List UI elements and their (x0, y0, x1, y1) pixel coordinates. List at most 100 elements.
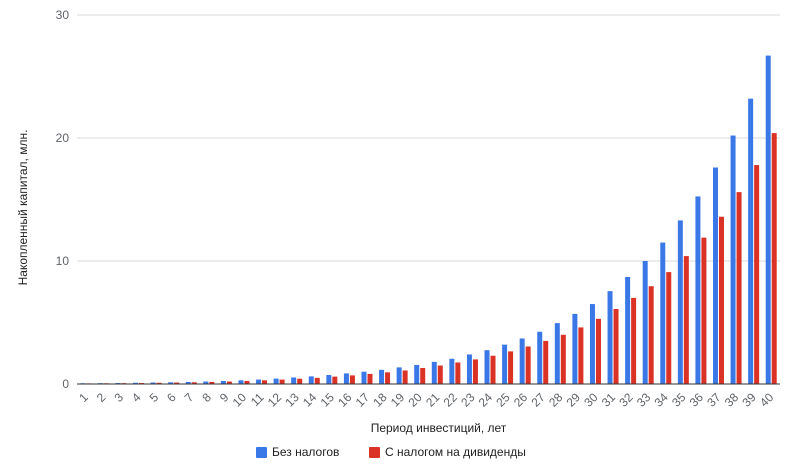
bar-no-tax (133, 382, 139, 384)
bar-no-tax (185, 381, 191, 384)
y-tick-label: 0 (62, 377, 69, 391)
x-tick-label: 4 (129, 390, 144, 405)
bar-dividend-tax (631, 297, 637, 384)
bar-no-tax (150, 382, 156, 384)
bar-dividend-tax (543, 340, 549, 384)
bar-dividend-tax (578, 327, 584, 384)
bar-no-tax (361, 371, 367, 384)
bar-dividend-tax (191, 382, 197, 384)
y-tick-label: 30 (56, 8, 70, 22)
bar-dividend-tax (420, 368, 426, 384)
bar-dividend-tax (385, 372, 391, 384)
bar-no-tax (589, 304, 595, 384)
bar-no-tax (642, 261, 648, 384)
bar-no-tax (326, 375, 332, 384)
legend-swatch-dividend-tax (369, 447, 380, 458)
x-tick-label: 1 (76, 390, 91, 405)
bar-no-tax (660, 242, 666, 384)
bar-no-tax (677, 220, 683, 384)
bar-dividend-tax (718, 216, 724, 384)
bar-no-tax (431, 361, 437, 384)
bar-no-tax (343, 373, 349, 384)
bar-no-tax (168, 382, 174, 384)
y-axis-title: Накопленный капитал, млн. (16, 130, 30, 286)
bar-no-tax (554, 323, 560, 384)
bar-no-tax (396, 367, 402, 384)
bar-dividend-tax (648, 286, 654, 384)
bar-no-tax (572, 313, 578, 384)
bar-no-tax (308, 376, 314, 384)
x-tick-label: 5 (147, 390, 162, 405)
bar-dividend-tax (402, 370, 408, 384)
y-tick-label: 20 (56, 131, 70, 145)
bar-no-tax (379, 369, 385, 384)
bars (80, 55, 777, 385)
bar-no-tax (748, 98, 754, 384)
x-tick-label: 10 (230, 390, 250, 410)
x-tick-label: 9 (217, 390, 232, 405)
bar-dividend-tax (437, 365, 443, 384)
bar-dividend-tax (560, 334, 566, 384)
bar-dividend-tax (367, 373, 373, 384)
bar-dividend-tax (666, 272, 672, 384)
bar-dividend-tax (209, 381, 215, 384)
bar-dividend-tax (613, 308, 619, 384)
bar-dividend-tax (525, 346, 531, 384)
legend-label-no-tax: Без налогов (272, 445, 339, 459)
x-axis-ticks: 1 2 3 4 5 6 7 8 91011121314151617181920212223242… (76, 390, 776, 410)
bar-dividend-tax (349, 375, 355, 384)
x-tick-label: 7 (182, 390, 197, 405)
bar-no-tax (203, 381, 209, 384)
bar-dividend-tax (683, 256, 689, 384)
bar-dividend-tax (174, 382, 180, 384)
bar-dividend-tax (736, 192, 742, 384)
gridlines (77, 14, 780, 262)
bar-dividend-tax (279, 379, 285, 384)
bar-dividend-tax (226, 381, 232, 384)
legend-label-dividend-tax: С налогом на дивиденды (385, 445, 526, 459)
bar-dividend-tax (490, 355, 496, 384)
bar-dividend-tax (297, 378, 303, 384)
bar-no-tax (695, 196, 701, 384)
bar-dividend-tax (262, 380, 268, 384)
bar-no-tax (519, 338, 525, 384)
bar-dividend-tax (508, 351, 514, 384)
bar-no-tax (466, 354, 472, 384)
x-axis-title: Период инвестиций, лет (371, 421, 507, 435)
bar-dividend-tax (244, 380, 250, 384)
bar-no-tax (537, 331, 543, 384)
bar-dividend-tax (595, 318, 601, 384)
bar-dividend-tax (455, 362, 461, 384)
bar-dividend-tax (332, 376, 338, 384)
bar-no-tax (607, 291, 613, 384)
bar-no-tax (625, 276, 631, 384)
x-tick-label: 8 (199, 390, 214, 405)
x-tick-label: 2 (94, 390, 109, 405)
x-tick-label: 40 (757, 390, 777, 410)
bar-dividend-tax (754, 165, 760, 384)
bar-no-tax (449, 358, 455, 384)
bar-no-tax (291, 377, 297, 384)
legend-swatch-no-tax (256, 447, 267, 458)
bar-no-tax (712, 167, 718, 384)
bar-no-tax (502, 344, 508, 384)
bar-dividend-tax (701, 237, 707, 384)
bar-no-tax (765, 55, 771, 385)
y-axis-ticks: 0 10 20 30 (56, 8, 70, 391)
bar-no-tax (238, 380, 244, 384)
bar-dividend-tax (472, 359, 478, 384)
bar-dividend-tax (314, 377, 320, 384)
bar-no-tax (256, 379, 262, 384)
x-tick-label: 6 (164, 390, 179, 405)
legend: Без налогов С налогом на дивиденды (256, 445, 526, 459)
bar-no-tax (484, 350, 490, 384)
bar-no-tax (730, 135, 736, 384)
bar-dividend-tax (156, 382, 162, 384)
y-tick-label: 10 (56, 254, 70, 268)
bar-no-tax (273, 378, 279, 384)
x-tick-label: 3 (111, 390, 126, 405)
bar-no-tax (414, 364, 420, 384)
bar-dividend-tax (771, 133, 777, 384)
bar-no-tax (220, 380, 226, 384)
